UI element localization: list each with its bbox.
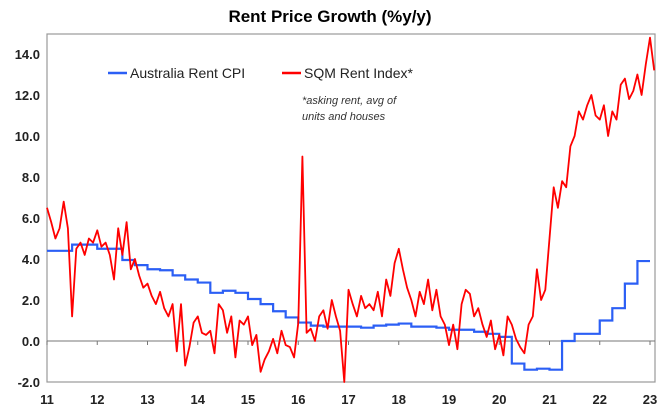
x-tick-label: 11 [40,392,54,407]
legend-label-sqm: SQM Rent Index* [304,65,413,81]
series-line-sqm-rent-index [46,36,656,383]
x-tick-label: 12 [90,392,104,407]
x-tick-label: 20 [492,392,506,407]
x-tick-label: 15 [241,392,255,407]
x-tick-label: 19 [442,392,456,407]
x-tick-label: 13 [140,392,154,407]
annotation-line-1: *asking rent, avg of [302,95,397,107]
y-tick-label: 6.0 [22,211,40,226]
x-tick-label: 21 [542,392,556,407]
chart-title: Rent Price Growth (%y/y) [228,7,431,26]
x-tick-label: 14 [191,392,206,407]
x-tick-label: 16 [291,392,305,407]
x-tick-label: 23 [643,392,657,407]
x-tick-label: 17 [341,392,355,407]
series-line-australia-rent-cpi [47,243,650,371]
y-tick-label: 0.0 [22,334,40,349]
y-tick-label: -2.0 [18,375,40,390]
y-tick-label: 8.0 [22,170,40,185]
legend: Australia Rent CPI SQM Rent Index* [108,65,413,81]
x-tick-label: 18 [392,392,406,407]
y-tick-label: 12.0 [15,88,40,103]
y-tick-label: 10.0 [15,129,40,144]
annotation-line-2: units and houses [302,111,386,123]
legend-label-cpi: Australia Rent CPI [130,65,245,81]
x-tick-label: 22 [593,392,607,407]
y-tick-label: 2.0 [22,293,40,308]
y-tick-label: 4.0 [22,252,40,267]
plot-frame [46,33,656,383]
y-tick-label: 14.0 [15,47,40,62]
